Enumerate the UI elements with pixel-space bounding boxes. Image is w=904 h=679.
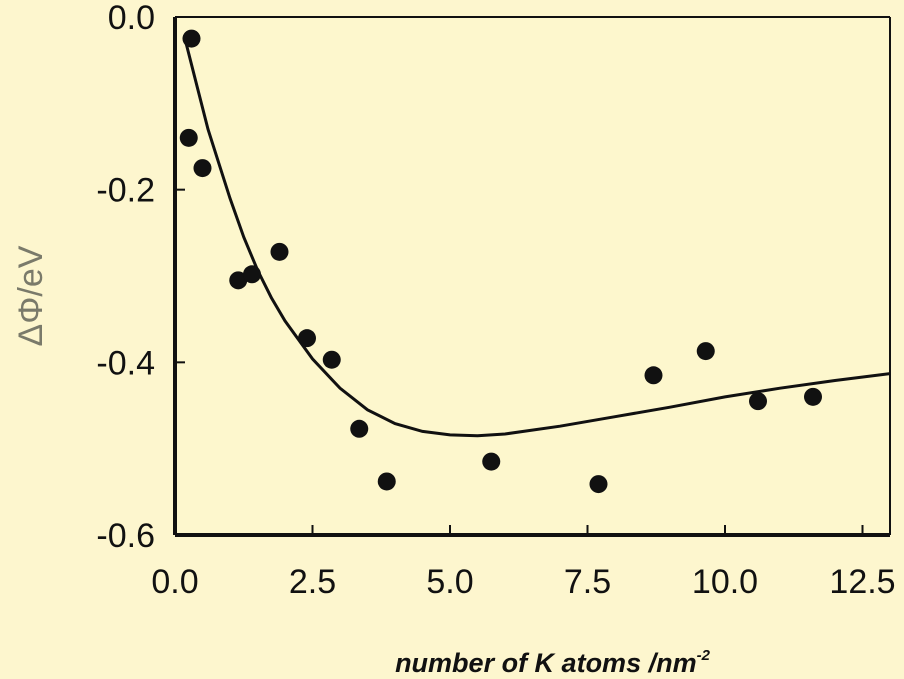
data-point: [270, 242, 289, 261]
x-axis-label-main: number of K atoms /nm: [395, 648, 697, 678]
x-tick-label: 2.5: [289, 563, 336, 601]
y-tick-label: 0.0: [108, 0, 155, 37]
x-tick-label: 7.5: [564, 563, 611, 601]
y-tick-label: -0.6: [96, 517, 155, 555]
data-point: [322, 350, 341, 369]
y-axis-label: ΔΦ/eV: [12, 245, 50, 346]
fit-curve: [184, 42, 891, 438]
data-point: [229, 271, 248, 290]
x-tick-label: 5.0: [426, 563, 473, 601]
y-tick-label: -0.2: [96, 172, 155, 210]
data-point: [350, 419, 369, 438]
data-point: [589, 475, 608, 494]
x-axis-label: number of K atoms /nm-2: [395, 647, 711, 678]
y-tick-label: -0.4: [96, 344, 155, 382]
data-point: [644, 366, 663, 385]
data-point: [243, 265, 261, 284]
data-point: [482, 452, 501, 471]
x-tick-label: 10.0: [692, 563, 758, 601]
data-point: [804, 387, 822, 406]
data-point: [298, 329, 316, 348]
data-points: [179, 29, 822, 494]
axes: [173, 16, 891, 537]
data-point: [182, 29, 201, 48]
data-point: [696, 342, 715, 361]
data-point: [749, 392, 767, 411]
tick-labels: 0.0 2.5 5.0 7.5 10.0 12.5 0.0 -0.2 -0.4 -0.6: [96, 0, 895, 601]
x-axis-label-superscript: -2: [697, 647, 711, 664]
data-point: [179, 128, 198, 147]
data-point: [377, 472, 396, 491]
x-tick-label: 12.5: [829, 563, 895, 601]
plot-area: [175, 17, 890, 535]
data-point: [193, 159, 212, 178]
x-tick-label: 0.0: [151, 563, 198, 601]
